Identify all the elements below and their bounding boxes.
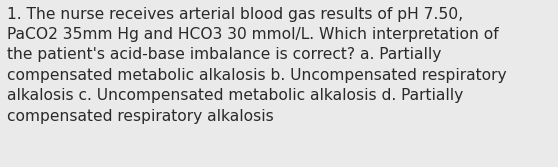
Text: 1. The nurse receives arterial blood gas results of pH 7.50,
PaCO2 35mm Hg and H: 1. The nurse receives arterial blood gas… (7, 7, 507, 124)
